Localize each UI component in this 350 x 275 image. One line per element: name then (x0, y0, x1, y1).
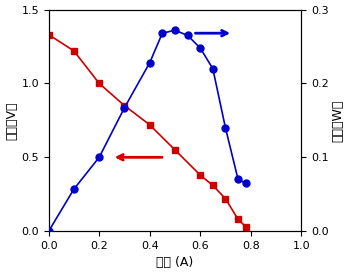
X-axis label: 電流 (A): 電流 (A) (156, 257, 194, 269)
Y-axis label: 出力（W）: 出力（W） (331, 99, 344, 142)
Y-axis label: 電圧（V）: 電圧（V） (6, 101, 19, 140)
